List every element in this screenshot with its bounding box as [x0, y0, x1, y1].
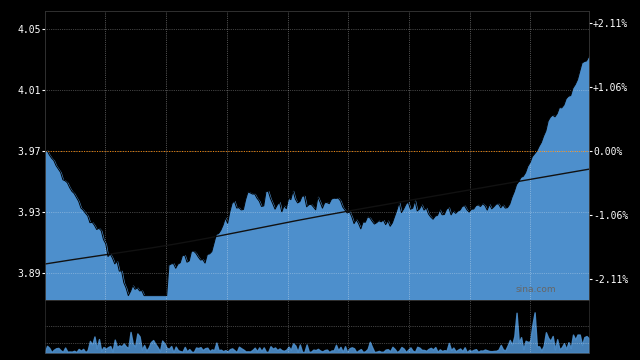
- Text: sina.com: sina.com: [515, 284, 556, 293]
